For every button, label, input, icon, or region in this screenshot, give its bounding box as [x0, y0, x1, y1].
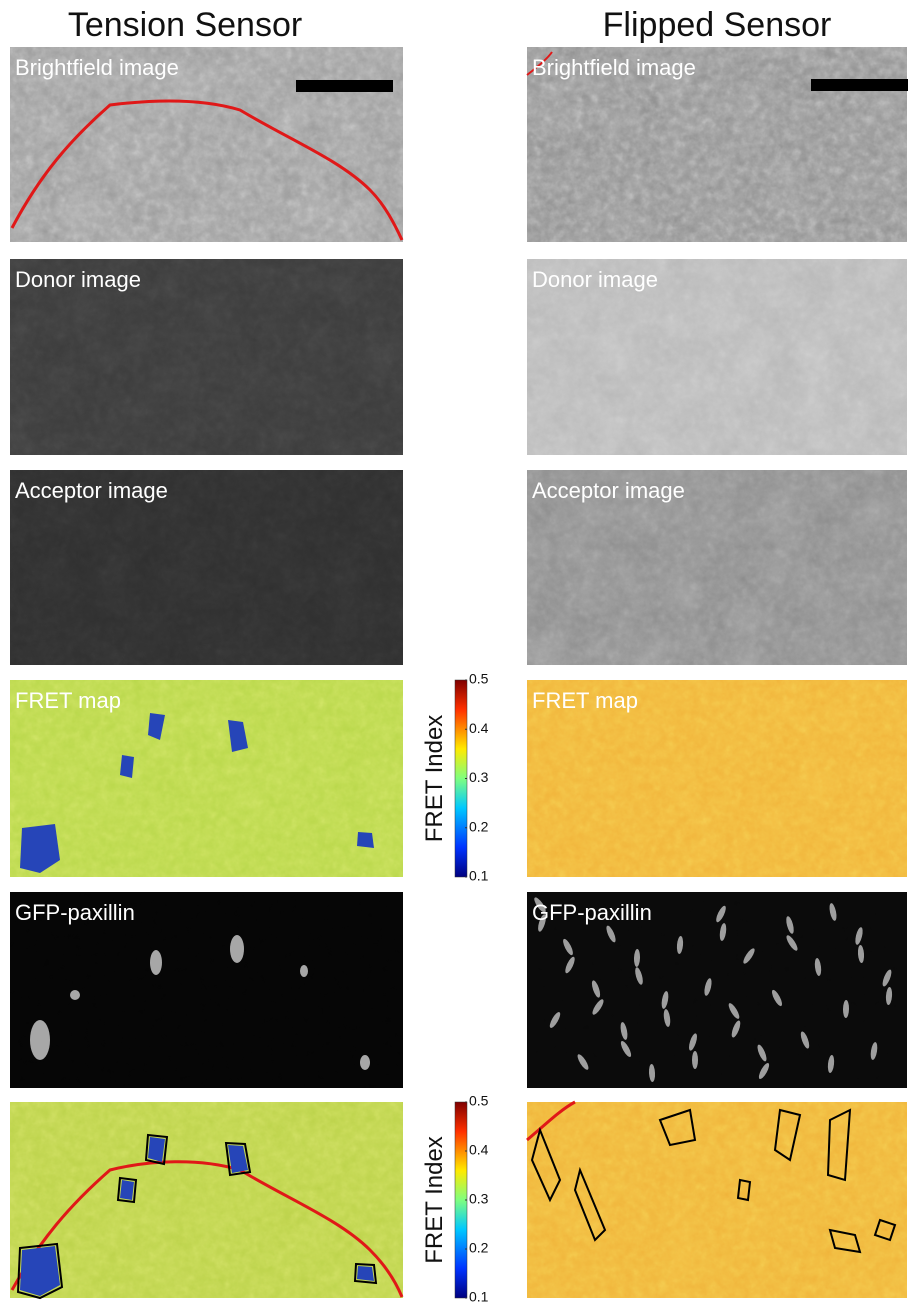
panel-label: Acceptor image [532, 478, 685, 503]
adhesion-signal [30, 1020, 50, 1060]
adhesion-signal [70, 990, 80, 1000]
column-title: Flipped Sensor [603, 6, 832, 44]
image-noise [10, 1102, 403, 1298]
tick-label: 0.4 [469, 720, 489, 736]
adhesion-signal [300, 965, 308, 977]
figure: Tension Sensor Flipped Sensor FRET Index… [0, 0, 911, 1307]
panel-label: GFP-paxillin [532, 900, 652, 925]
image-noise [527, 1102, 907, 1298]
scale-bar [811, 79, 908, 91]
panel-label: Donor image [532, 267, 658, 292]
adhesion-signal [230, 935, 244, 963]
panel-label: Brightfield image [15, 55, 179, 80]
panel-label: FRET map [532, 688, 638, 713]
panel-label: Brightfield image [532, 55, 696, 80]
column-title: Tension Sensor [68, 6, 302, 44]
scale-bar [296, 80, 393, 92]
tick-label: 0.5 [469, 1093, 489, 1109]
tick-label: 0.2 [469, 818, 489, 834]
adhesion-signal [360, 1055, 370, 1070]
adhesion-signal [150, 950, 162, 975]
tick-label: 0.2 [469, 1240, 489, 1256]
titles: Tension Sensor Flipped Sensor [68, 6, 832, 44]
tick-label: 0.4 [469, 1142, 489, 1158]
tick-label: 0.3 [469, 1191, 489, 1207]
tick-label: 0.5 [469, 671, 489, 687]
tick-label: 0.3 [469, 769, 489, 785]
panel-label: Acceptor image [15, 478, 168, 503]
panel-label: GFP-paxillin [15, 900, 135, 925]
adhesion-signal [692, 1051, 698, 1069]
tick-label: 0.1 [469, 868, 489, 884]
colorbars: FRET Index 0.5 0.4 0.3 0.2 0.1 FRET Index 0.5 0.… [421, 671, 489, 1305]
panel-label: Donor image [15, 267, 141, 292]
colorbar-label: FRET Index [421, 1136, 448, 1264]
tick-label: 0.1 [469, 1289, 489, 1305]
panel-label: FRET map [15, 688, 121, 713]
colorbar-label: FRET Index [421, 715, 448, 843]
